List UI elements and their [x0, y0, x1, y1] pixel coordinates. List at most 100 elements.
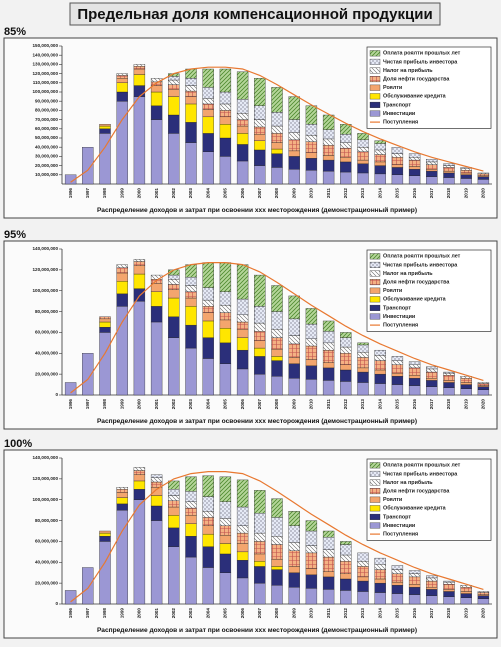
x-tick-label: 1997	[85, 399, 90, 410]
bar-segment	[443, 596, 455, 605]
bar-segment	[408, 364, 421, 369]
bar-segment	[391, 360, 404, 365]
bar-segment	[322, 571, 335, 578]
bar-segment	[357, 580, 369, 592]
x-tick-label: 2009	[291, 399, 296, 410]
bar-segment	[168, 500, 180, 508]
bar-segment	[116, 73, 128, 76]
bar-segment	[116, 272, 128, 282]
bar-segment	[254, 532, 266, 542]
bar-segment	[271, 376, 283, 396]
bar-segment	[236, 525, 249, 534]
x-tick-label: 2007	[257, 608, 262, 619]
bar-segment	[374, 578, 386, 584]
x-tick-label: 2005	[223, 608, 228, 619]
bar-segment	[357, 591, 369, 605]
bar-segment	[168, 289, 180, 299]
bar-segment	[133, 273, 146, 289]
bar-segment	[219, 572, 232, 605]
bar-segment	[254, 340, 266, 349]
bar-segment	[426, 587, 438, 590]
bar-segment	[443, 387, 455, 396]
panel-label: 100%	[4, 438, 32, 450]
bar-segment	[357, 159, 369, 164]
bar-segment	[391, 565, 404, 570]
line-series	[70, 262, 484, 394]
bar-segment	[254, 149, 266, 166]
y-tick-label: 150,000,000	[32, 43, 58, 48]
bar-segment	[133, 288, 146, 302]
bar-segment	[443, 382, 455, 388]
bar-segment	[133, 467, 146, 471]
x-tick-label: 2003	[188, 399, 193, 410]
y-tick-label: 120,000,000	[32, 476, 58, 481]
bar-segment	[271, 112, 283, 127]
bar-segment	[202, 287, 214, 301]
bar-segment	[271, 536, 283, 545]
bar-segment	[426, 161, 438, 165]
legend-label: Оплата роялти прошлых лет	[383, 463, 461, 469]
bar-segment	[374, 360, 386, 371]
bar-segment	[185, 285, 197, 292]
bar-segment	[391, 147, 404, 154]
bar-segment	[340, 578, 352, 591]
y-tick-label: 140,000,000	[32, 246, 58, 251]
x-tick-label: 2012	[343, 608, 348, 619]
panel-label: 95%	[4, 229, 26, 241]
bar-segment	[288, 511, 300, 526]
legend-swatch	[369, 270, 381, 277]
bar-segment	[150, 487, 163, 496]
bar-segment	[357, 151, 369, 161]
bar-segment	[408, 385, 421, 396]
x-tick-label: 2017	[429, 188, 434, 199]
bar-segment	[305, 530, 318, 546]
x-tick-label: 2016	[412, 608, 417, 619]
x-tick-label: 2013	[360, 399, 365, 410]
bar-segment	[391, 167, 404, 175]
bar-segment	[443, 580, 455, 583]
bar-segment	[150, 321, 163, 396]
x-tick-label: 1999	[119, 188, 124, 199]
bar-segment	[271, 348, 283, 357]
bar-segment	[116, 293, 128, 307]
bar-segment	[477, 383, 490, 386]
bar-segment	[426, 371, 438, 379]
bar-segment	[185, 276, 197, 286]
y-tick-label: 140,000,000	[32, 455, 58, 460]
bar-segment	[322, 380, 335, 396]
y-tick-label: 0	[55, 392, 58, 397]
bar-segment	[357, 172, 369, 185]
bar-segment	[322, 549, 335, 558]
bar-segment	[185, 90, 197, 97]
x-tick-label: 2002	[171, 608, 176, 619]
bar-segment	[202, 103, 214, 110]
bar-segment	[322, 129, 335, 140]
legend-swatch	[369, 513, 381, 520]
bar-segment	[408, 175, 421, 185]
y-tick-label: 70,000,000	[35, 117, 58, 122]
bar-segment	[185, 515, 197, 524]
bar-segment	[305, 105, 318, 125]
bar-segment	[99, 530, 111, 534]
bar-segment	[271, 311, 283, 330]
bar-segment	[374, 154, 386, 163]
bar-segment	[185, 556, 197, 605]
bar-segment	[288, 169, 300, 185]
bar-segment	[305, 345, 318, 360]
y-tick-label: 50,000,000	[35, 135, 58, 140]
bar-segment	[202, 133, 214, 152]
bar-segment	[408, 573, 421, 578]
x-tick-label: 2014	[377, 399, 382, 410]
legend-label: Инвестиции	[383, 314, 415, 320]
bar-segment	[374, 569, 386, 580]
bar-segment	[443, 172, 455, 178]
x-axis-label: Распределение доходов и затрат при освое…	[97, 206, 417, 214]
bar-segment	[460, 591, 472, 594]
bar-segment	[99, 536, 111, 542]
legend-swatch	[369, 470, 381, 477]
bar-segment	[99, 124, 111, 127]
legend-swatch	[369, 496, 381, 503]
bar-segment	[185, 476, 197, 492]
bar-segment	[288, 572, 300, 588]
bar-segment	[236, 133, 249, 145]
